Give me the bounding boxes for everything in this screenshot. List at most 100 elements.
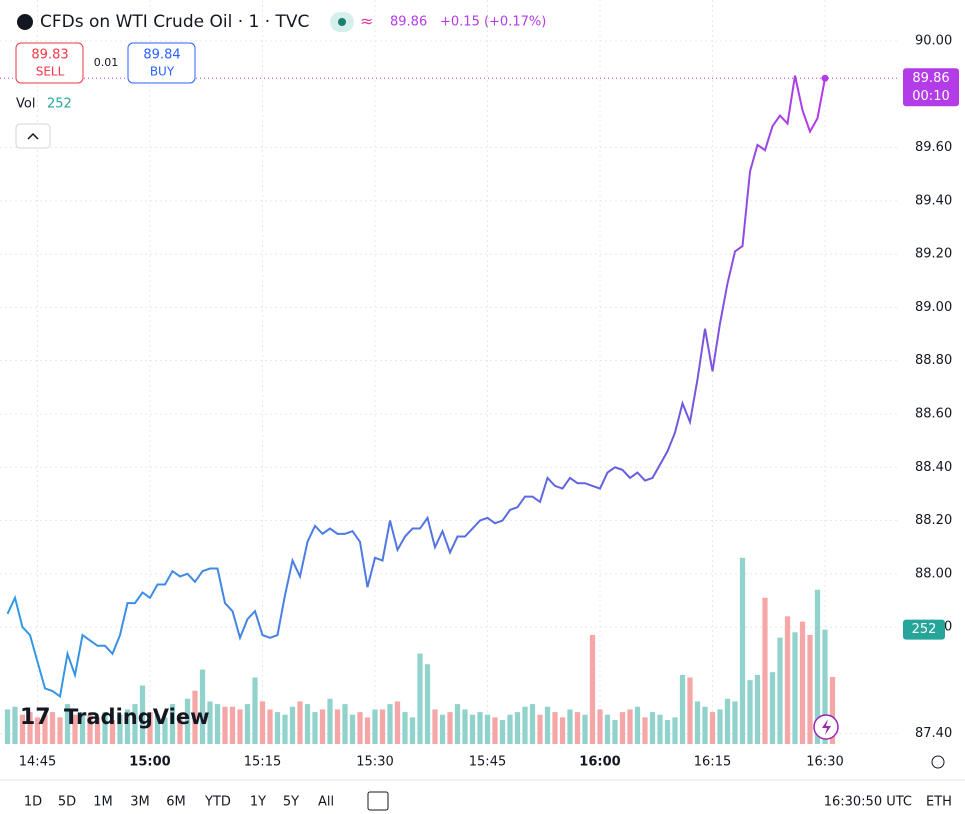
volume-bar <box>762 597 768 744</box>
volume-bar <box>109 720 116 744</box>
volume-bar <box>102 712 108 744</box>
volume-bar <box>672 717 678 744</box>
volume-bar <box>792 632 798 744</box>
price: 89.86 <box>390 15 427 30</box>
x-tick-label: 16:15 <box>694 755 731 770</box>
collapse-button[interactable] <box>15 123 51 149</box>
range-button[interactable]: 5Y <box>283 795 299 810</box>
volume-bar <box>559 717 566 744</box>
volume-bar <box>259 701 266 744</box>
settings-button[interactable] <box>931 755 945 769</box>
volume-bar <box>784 616 791 744</box>
volume-bar <box>282 714 288 744</box>
vol-label: Vol <box>16 97 35 112</box>
volume-bar <box>342 704 348 744</box>
buy-label: BUY <box>150 65 175 79</box>
volume-bar <box>162 717 168 744</box>
volume-bar <box>424 664 431 744</box>
volume-bar <box>567 709 573 744</box>
range-button[interactable]: All <box>318 795 334 810</box>
volume-bar <box>627 709 633 744</box>
volume-bar <box>139 685 146 744</box>
volume-bar <box>64 704 71 744</box>
range-button[interactable]: 6M <box>166 795 186 810</box>
volume-bar <box>544 706 551 744</box>
volume-bar <box>417 653 423 744</box>
volume-bar <box>214 704 221 744</box>
volume-bar <box>514 712 521 744</box>
volume-bar <box>199 669 206 744</box>
volume-bar <box>814 589 821 744</box>
sell-price: 89.83 <box>31 48 68 63</box>
range-button[interactable]: 1D <box>24 795 42 810</box>
volume-bar <box>432 709 438 744</box>
volume-bar <box>312 712 318 744</box>
volume-bar <box>529 704 536 744</box>
x-tick-label: 15:30 <box>356 755 393 770</box>
volume-bar <box>79 712 86 744</box>
volume-bar <box>154 714 161 744</box>
volume-bar <box>649 712 656 744</box>
x-tick-label: 15:45 <box>469 755 506 770</box>
volume-bar <box>747 680 753 744</box>
volume-bar <box>589 634 596 744</box>
range-button[interactable]: YTD <box>204 795 231 810</box>
volume-bar <box>49 712 56 744</box>
volume-bar <box>462 709 468 744</box>
volume-bar <box>229 706 236 744</box>
chevron <box>27 132 39 140</box>
volume-tag <box>903 619 945 640</box>
volume-bar <box>304 704 311 744</box>
buy-price: 89.84 <box>143 48 180 63</box>
logo: TradingView <box>64 705 209 729</box>
volume-bar <box>124 709 131 744</box>
volume-bar <box>634 706 641 744</box>
change: +0.15 (+0.17%) <box>440 15 546 30</box>
date-range-button[interactable] <box>367 791 389 811</box>
volume-bar <box>679 674 686 744</box>
sell-label: SELL <box>36 65 65 79</box>
range-button[interactable]: 5D <box>58 795 76 810</box>
spread: 0.01 <box>94 56 119 69</box>
x-tick-label: 16:00 <box>579 755 620 770</box>
clock: 16:30:50 UTC <box>824 795 912 810</box>
volume-bar <box>447 712 453 744</box>
volume-bar <box>357 712 363 744</box>
last-price-tag <box>903 68 959 107</box>
volume-bar <box>147 712 153 744</box>
symbol-icon <box>17 14 33 30</box>
volume-bar <box>829 676 836 744</box>
y-tick-label: 90.00 <box>915 33 952 48</box>
volume-bar <box>709 712 716 744</box>
range-button[interactable]: 3M <box>130 795 150 810</box>
volume-bar <box>184 698 191 744</box>
volume-bar <box>822 629 828 744</box>
volume-bar <box>739 557 746 744</box>
volume-bar <box>537 714 543 744</box>
volume-bar <box>492 717 498 744</box>
volume-bar <box>289 706 296 744</box>
volume-bar <box>477 712 483 744</box>
y-tick-label: 87.40 <box>915 726 952 741</box>
volume-bar <box>12 706 18 744</box>
buy-button[interactable] <box>127 42 196 84</box>
x-tick-label: 15:00 <box>129 755 170 770</box>
toolbar: 1D 5D 1M 3M 6M YTD 1Y 5Y All <box>24 795 334 810</box>
y-tick-label: 88.00 <box>915 566 952 581</box>
volume-bar <box>454 704 461 744</box>
y-tick-label: 89.20 <box>915 247 952 262</box>
volume-bar <box>769 672 776 744</box>
y-tick-label: 88.60 <box>915 406 952 421</box>
volume-bar <box>507 714 513 744</box>
y-tick-label: 88.80 <box>915 353 952 368</box>
range-button[interactable]: 1Y <box>250 795 266 810</box>
volume-bar <box>409 717 416 744</box>
range-button[interactable]: 1M <box>93 795 113 810</box>
volume-bar <box>642 717 648 744</box>
volume-bar <box>349 714 356 744</box>
y-tick-label: 88.20 <box>915 513 952 528</box>
volume-bar <box>252 677 258 744</box>
sell-button[interactable] <box>15 42 84 84</box>
volume-bar <box>604 714 611 744</box>
